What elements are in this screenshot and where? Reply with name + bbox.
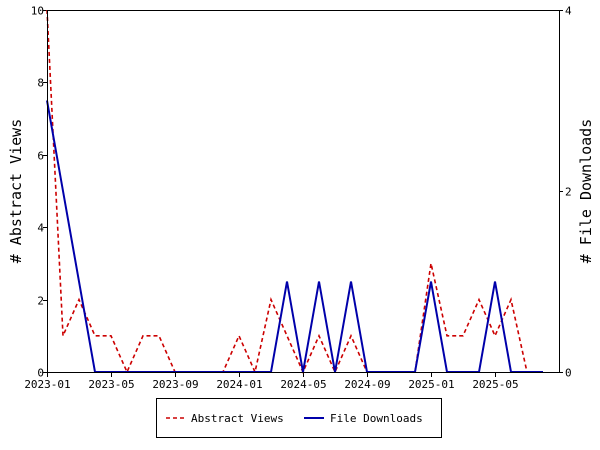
data-point-abstract-views: [286, 335, 288, 337]
x-tick-label: 2025-01: [408, 378, 454, 391]
y-left-tick-label: 8: [37, 77, 44, 90]
y-left-tick-label: 6: [37, 150, 44, 163]
y-right-tick-label: 2: [565, 186, 572, 199]
data-point-abstract-views: [462, 335, 464, 337]
y-axis-title-left: # Abstract Views: [7, 119, 25, 264]
tick-layer: [43, 10, 563, 377]
y-left-tick-label: 4: [37, 222, 44, 235]
x-tick-label: 2025-05: [472, 378, 518, 391]
legend-label-file-downloads: File Downloads: [330, 412, 423, 425]
series-layer: [46, 9, 543, 375]
data-point-abstract-views: [510, 299, 512, 301]
y-left-tick-label: 10: [31, 5, 44, 18]
label-layer: 2023-01 2023-05 2023-09 2024-01 2024-05 2024-…: [24, 5, 572, 392]
plot-frame: [47, 10, 560, 373]
x-tick-label: 2023-05: [88, 378, 134, 391]
data-point-file-downloads: [78, 281, 80, 283]
data-point-abstract-views: [430, 262, 432, 264]
series-line-file-downloads: [46, 100, 543, 373]
data-point-abstract-views: [478, 299, 480, 301]
data-point-abstract-views: [158, 335, 160, 337]
x-tick-label: 2023-01: [24, 378, 70, 391]
data-point-file-downloads: [62, 190, 64, 192]
data-point-abstract-views: [94, 335, 96, 337]
series-line-abstract-views: [46, 9, 543, 375]
data-point-abstract-views: [350, 335, 352, 337]
legend-box: [156, 398, 442, 438]
legend: Abstract Views File Downloads: [156, 398, 442, 438]
x-tick-label: 2023-09: [152, 378, 198, 391]
y-right-tick-label: 4: [565, 5, 572, 18]
data-point-abstract-views: [78, 299, 80, 301]
data-point-abstract-views: [446, 335, 448, 337]
data-point-abstract-views: [238, 335, 240, 337]
x-tick-label: 2024-01: [216, 378, 262, 391]
data-point-abstract-views: [62, 335, 64, 337]
legend-label-abstract-views: Abstract Views: [191, 412, 284, 425]
data-point-file-downloads: [430, 281, 432, 283]
y-left-tick-label: 2: [37, 295, 44, 308]
data-point-file-downloads: [286, 281, 288, 283]
y-right-tick-label: 0: [565, 367, 572, 380]
y-left-tick-label: 0: [37, 367, 44, 380]
x-tick-label: 2024-05: [280, 378, 326, 391]
x-tick-label: 2024-09: [344, 378, 390, 391]
data-point-abstract-views: [318, 335, 320, 337]
data-point-file-downloads: [494, 281, 496, 283]
y-axis-title-right: # File Downloads: [577, 119, 595, 264]
data-point-file-downloads: [318, 281, 320, 283]
data-point-abstract-views: [110, 335, 112, 337]
data-point-abstract-views: [142, 335, 144, 337]
data-point-abstract-views: [494, 335, 496, 337]
data-point-file-downloads: [350, 281, 352, 283]
data-point-abstract-views: [270, 299, 272, 301]
